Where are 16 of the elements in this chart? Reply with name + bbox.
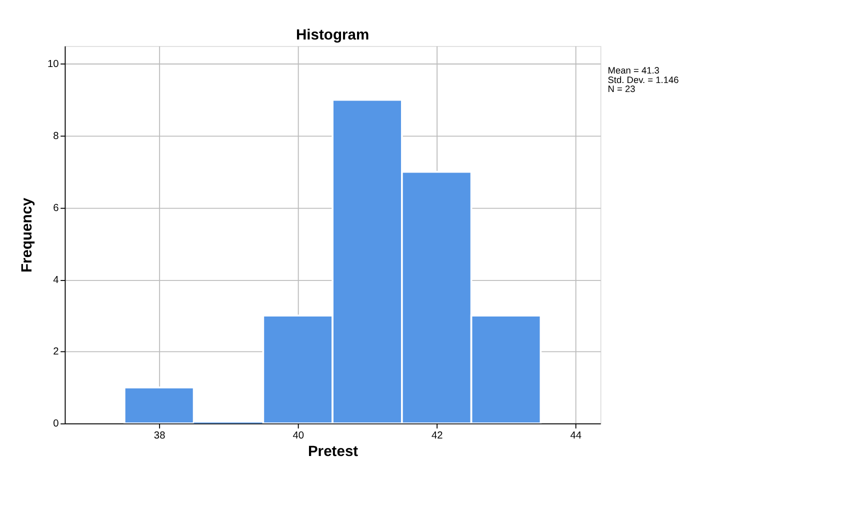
y-tick-label: 4 xyxy=(53,274,60,286)
x-tick-label: 40 xyxy=(292,430,304,442)
text: Mean = 41.3 xyxy=(608,66,660,76)
y-axis-title: Frequency xyxy=(20,196,36,273)
y-tick-label: 8 xyxy=(53,131,60,142)
text: Std. Dev. = 1.146 xyxy=(608,74,679,85)
x-tick-label: 42 xyxy=(431,430,444,442)
y-tick-label: 2 xyxy=(53,346,60,358)
x-tick-label: 38 xyxy=(154,430,166,442)
text: N = 23 xyxy=(608,84,636,94)
chart-title: Histogram xyxy=(296,27,370,44)
y-tick-label: 10 xyxy=(47,59,60,70)
y-tick-label: 0 xyxy=(53,418,60,430)
x-axis-title: Pretest xyxy=(308,444,358,460)
x-tick-label: 44 xyxy=(570,430,582,442)
y-tick-label: 6 xyxy=(53,202,60,214)
